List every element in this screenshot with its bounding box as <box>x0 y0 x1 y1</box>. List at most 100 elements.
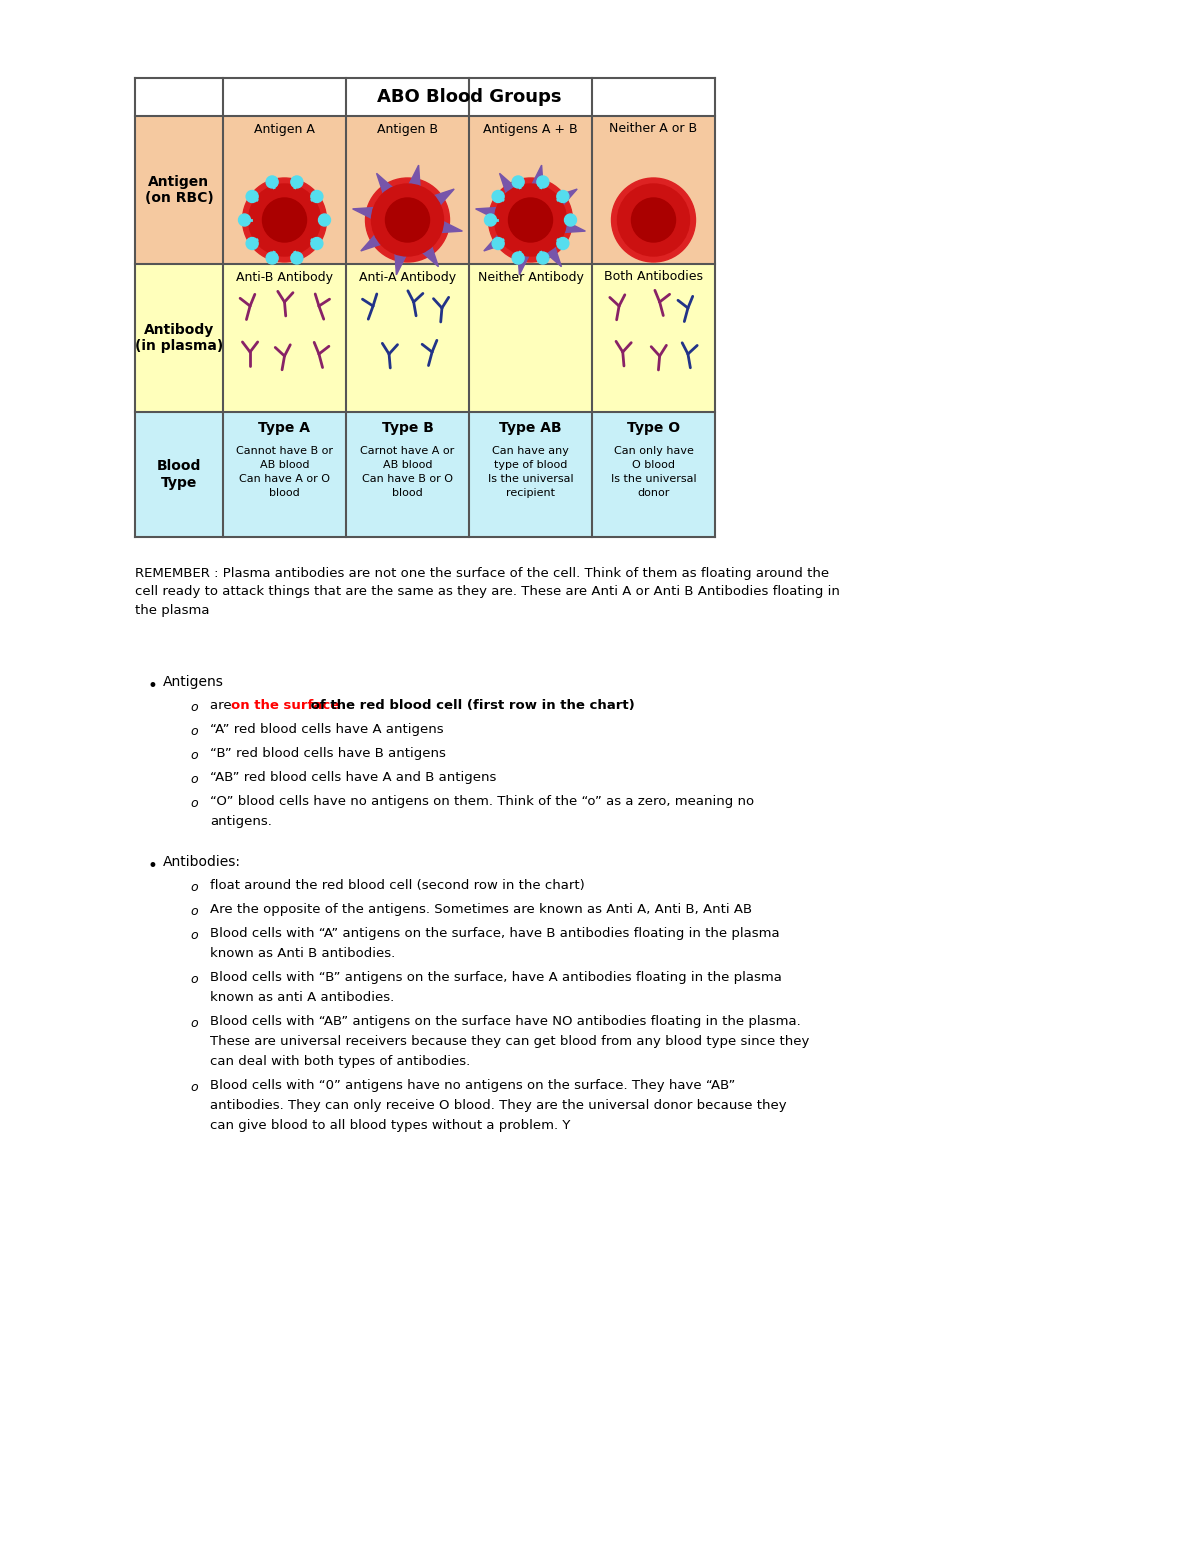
Polygon shape <box>408 165 420 188</box>
Text: of the red blood cell (first row in the chart): of the red blood cell (first row in the … <box>306 699 635 711</box>
Circle shape <box>266 252 278 264</box>
Polygon shape <box>353 208 376 219</box>
Circle shape <box>492 238 504 250</box>
Circle shape <box>536 252 548 264</box>
Circle shape <box>366 179 450 262</box>
Bar <box>134 264 715 412</box>
Text: Blood cells with “AB” antigens on the surface have NO antibodies floating in the: Blood cells with “AB” antigens on the su… <box>210 1016 800 1028</box>
Text: “AB” red blood cells have A and B antigens: “AB” red blood cells have A and B antige… <box>210 770 497 784</box>
Circle shape <box>612 179 696 262</box>
Circle shape <box>318 214 330 227</box>
Text: AB blood: AB blood <box>259 460 310 471</box>
Text: o: o <box>190 974 198 986</box>
Circle shape <box>311 238 323 250</box>
Text: o: o <box>190 1081 198 1093</box>
Text: Cannot have B or: Cannot have B or <box>236 446 334 457</box>
Text: Antigens A + B: Antigens A + B <box>484 123 578 135</box>
Text: o: o <box>190 1017 198 1030</box>
Text: known as Anti B antibodies.: known as Anti B antibodies. <box>210 947 395 960</box>
Circle shape <box>536 175 548 188</box>
Text: antibodies. They can only receive O blood. They are the universal donor because : antibodies. They can only receive O bloo… <box>210 1100 787 1112</box>
Circle shape <box>564 214 576 227</box>
Text: AB blood: AB blood <box>383 460 432 471</box>
Text: Antigen A: Antigen A <box>254 123 314 135</box>
Polygon shape <box>475 208 499 219</box>
Text: o: o <box>190 725 198 738</box>
Text: on the surface: on the surface <box>232 699 340 711</box>
Circle shape <box>485 214 497 227</box>
Polygon shape <box>395 252 407 275</box>
Circle shape <box>263 197 306 242</box>
Polygon shape <box>499 174 517 196</box>
Polygon shape <box>544 244 562 267</box>
Text: Can only have: Can only have <box>613 446 694 457</box>
Text: “A” red blood cells have A antigens: “A” red blood cells have A antigens <box>210 724 444 736</box>
Circle shape <box>246 191 258 202</box>
Bar <box>134 412 715 537</box>
Text: Can have A or O: Can have A or O <box>239 474 330 485</box>
Circle shape <box>557 238 569 250</box>
Polygon shape <box>361 233 383 252</box>
Polygon shape <box>432 189 454 207</box>
Text: Is the universal: Is the universal <box>611 474 696 485</box>
Circle shape <box>311 191 323 202</box>
Text: REMEMBER : Plasma antibodies are not one the surface of the cell. Think of them : REMEMBER : Plasma antibodies are not one… <box>134 567 840 617</box>
Text: are: are <box>210 699 236 711</box>
Circle shape <box>385 197 430 242</box>
Text: float around the red blood cell (second row in the chart): float around the red blood cell (second … <box>210 879 584 891</box>
Text: can deal with both types of antibodies.: can deal with both types of antibodies. <box>210 1054 470 1068</box>
Text: o: o <box>190 929 198 943</box>
Text: •: • <box>148 677 158 696</box>
Text: Both Antibodies: Both Antibodies <box>604 270 703 284</box>
Text: Blood cells with “0” antigens have no antigens on the surface. They have “AB”: Blood cells with “0” antigens have no an… <box>210 1079 736 1092</box>
Circle shape <box>239 214 251 227</box>
Polygon shape <box>562 221 586 233</box>
Text: Blood cells with “B” antigens on the surface, have A antibodies floating in the : Blood cells with “B” antigens on the sur… <box>210 971 782 985</box>
Polygon shape <box>484 233 506 252</box>
Text: blood: blood <box>392 488 422 499</box>
Text: Antibodies:: Antibodies: <box>163 856 241 870</box>
Circle shape <box>242 179 326 262</box>
Polygon shape <box>532 165 544 188</box>
Bar <box>134 116 715 264</box>
Text: Can have any: Can have any <box>492 446 569 457</box>
Text: O blood: O blood <box>632 460 674 471</box>
Circle shape <box>290 175 302 188</box>
Bar <box>134 78 715 537</box>
Circle shape <box>246 238 258 250</box>
Text: Is the universal: Is the universal <box>487 474 574 485</box>
Polygon shape <box>421 244 438 267</box>
Text: Anti-A Antibody: Anti-A Antibody <box>359 270 456 284</box>
Text: “B” red blood cells have B antigens: “B” red blood cells have B antigens <box>210 747 446 759</box>
Text: Neither Antibody: Neither Antibody <box>478 270 583 284</box>
Text: ABO Blood Groups: ABO Blood Groups <box>377 89 562 106</box>
Circle shape <box>618 183 690 256</box>
Text: Neither A or B: Neither A or B <box>610 123 697 135</box>
Polygon shape <box>439 221 462 233</box>
Circle shape <box>557 191 569 202</box>
Text: •: • <box>148 857 158 874</box>
Text: type of blood: type of blood <box>494 460 568 471</box>
Polygon shape <box>518 252 530 275</box>
Text: Antigens: Antigens <box>163 676 224 690</box>
Text: Antibody
(in plasma): Antibody (in plasma) <box>134 323 223 353</box>
Text: o: o <box>190 881 198 895</box>
Circle shape <box>509 197 552 242</box>
Text: Blood
Type: Blood Type <box>157 460 202 489</box>
Text: known as anti A antibodies.: known as anti A antibodies. <box>210 991 395 1003</box>
Text: o: o <box>190 797 198 811</box>
Text: can give blood to all blood types without a problem. Y: can give blood to all blood types withou… <box>210 1120 570 1132</box>
Text: Blood cells with “A” antigens on the surface, have B antibodies floating in the : Blood cells with “A” antigens on the sur… <box>210 927 780 940</box>
Circle shape <box>372 183 444 256</box>
Text: Antigen
(on RBC): Antigen (on RBC) <box>145 175 214 205</box>
Circle shape <box>248 183 320 256</box>
Circle shape <box>492 191 504 202</box>
Circle shape <box>512 175 524 188</box>
Text: donor: donor <box>637 488 670 499</box>
Circle shape <box>488 179 572 262</box>
Text: blood: blood <box>269 488 300 499</box>
Text: antigens.: antigens. <box>210 815 272 828</box>
Text: Type A: Type A <box>258 421 311 435</box>
Text: Type O: Type O <box>626 421 680 435</box>
Polygon shape <box>556 189 577 207</box>
